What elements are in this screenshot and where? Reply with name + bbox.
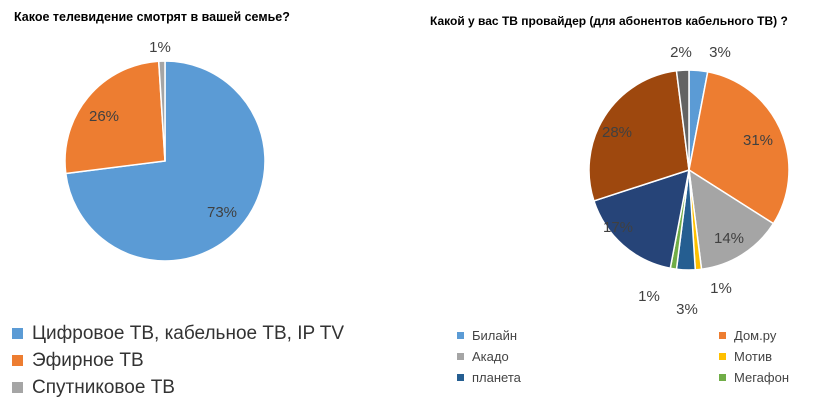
legend-swatch <box>719 353 726 360</box>
legend-swatch <box>457 332 464 339</box>
pie-slice <box>675 69 690 171</box>
legend-item: планета <box>457 370 521 385</box>
chart-title-tv-type: Какое телевидение смотрят в вашей семье? <box>14 10 290 24</box>
chart-title-provider: Какой у вас ТВ провайдер (для абонентов … <box>430 14 788 28</box>
legend-swatch <box>719 332 726 339</box>
legend-swatch <box>12 355 23 366</box>
legend-item: Эфирное ТВ <box>12 347 344 374</box>
legend-item: Мегафон <box>719 370 789 385</box>
legend-item: Билайн <box>457 328 517 343</box>
legend-label: Мегафон <box>734 370 789 385</box>
pie-chart-provider: 3% 31% 14% 1% 3% 1% 17% 28% 2% <box>588 44 790 318</box>
legend-swatch <box>719 374 726 381</box>
legend-label: Спутниковое ТВ <box>32 376 175 398</box>
legend-swatch <box>457 374 464 381</box>
data-label: 28% <box>602 124 632 141</box>
data-label: 73% <box>207 204 237 221</box>
legend-label: планета <box>472 370 521 385</box>
pie-slice <box>592 168 690 270</box>
legend-label: Мотив <box>734 349 773 364</box>
legend-item: Дом.ру <box>719 328 776 343</box>
data-label: 17% <box>603 219 633 236</box>
legend-label: Цифровое ТВ, кабельное ТВ, IP TV <box>32 322 345 344</box>
legend-item: Цифровое ТВ, кабельное ТВ, IP TV <box>12 320 344 347</box>
pie-slice <box>64 60 166 175</box>
legend-tv-type: Цифровое ТВ, кабельное ТВ, IP TV Эфирное … <box>12 320 344 401</box>
legend-provider: Билайн Дом.ру Акадо Мотив планета Мегафон <box>457 328 817 388</box>
data-label: 1% <box>149 39 171 56</box>
data-label: 1% <box>638 288 660 305</box>
data-label: 1% <box>710 280 732 297</box>
data-label: 26% <box>89 108 119 125</box>
data-label: 3% <box>709 44 731 61</box>
legend-label: Дом.ру <box>734 328 777 343</box>
legend-item: Спутниковое ТВ <box>12 374 344 401</box>
legend-swatch <box>12 382 23 393</box>
data-label: 3% <box>676 301 698 318</box>
legend-item: Акадо <box>457 349 509 364</box>
legend-item: Мотив <box>719 349 772 364</box>
pie-slice <box>157 60 166 162</box>
legend-label: Билайн <box>472 328 518 343</box>
legend-label: Акадо <box>472 349 509 364</box>
pie-slice <box>688 168 775 271</box>
legend-swatch <box>457 353 464 360</box>
legend-label: Эфирное ТВ <box>32 349 144 371</box>
data-label: 14% <box>714 230 744 247</box>
pie-slice <box>588 69 690 202</box>
legend-swatch <box>12 328 23 339</box>
pie-chart-tv-type: 73% 26% 1% <box>64 39 266 262</box>
data-label: 2% <box>670 44 692 61</box>
data-label: 31% <box>743 132 773 149</box>
